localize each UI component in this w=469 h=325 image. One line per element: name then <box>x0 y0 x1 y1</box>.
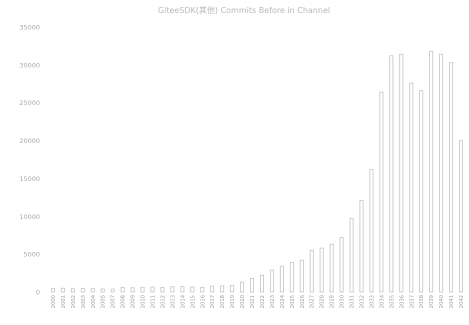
x-tick-label: 2026 <box>300 295 306 308</box>
x-tick-label: 2036 <box>399 295 405 308</box>
x-tick-label: 2028 <box>320 295 326 308</box>
x-tick-label: 2000 <box>51 295 57 308</box>
y-tick-label: 35000 <box>19 24 40 32</box>
bar-2041 <box>449 62 454 293</box>
y-tick-label: 15000 <box>19 175 40 183</box>
bar-2033 <box>369 168 374 293</box>
x-tick-label: 2025 <box>290 295 296 308</box>
bars <box>50 50 464 293</box>
x-tick-label: 2031 <box>350 295 356 308</box>
bar-2011 <box>150 286 155 293</box>
bar-2039 <box>429 50 434 293</box>
x-tick-label: 2001 <box>61 295 67 308</box>
bar-2019 <box>230 285 235 293</box>
x-tick-label: 2024 <box>280 294 286 308</box>
x-tick-label: 2010 <box>141 295 147 308</box>
x-tick-label: 2039 <box>429 295 435 308</box>
bar-2026 <box>299 259 304 293</box>
x-tick-label: 2022 <box>260 295 266 308</box>
bar-2040 <box>439 53 444 293</box>
bar-2007 <box>110 288 115 293</box>
y-axis: 0 5000 10000 15000 20000 25000 30000 35000 <box>19 24 40 297</box>
y-tick-label: 10000 <box>19 213 40 221</box>
bar-2009 <box>130 287 135 293</box>
x-tick-label: 2011 <box>151 295 157 308</box>
bar-2034 <box>379 91 384 293</box>
bar-2016 <box>200 286 205 293</box>
x-tick-label: 2013 <box>170 295 176 308</box>
bar-2023 <box>269 269 274 293</box>
bar-2010 <box>140 286 145 293</box>
x-tick-label: 2034 <box>379 294 385 308</box>
bar-2021 <box>250 277 255 293</box>
bar-2003 <box>80 288 85 293</box>
x-axis: 2000 2001 2002 2003 2004 2005 2007 2008 2009 2010… <box>51 294 465 308</box>
bar-2014 <box>180 286 185 293</box>
x-tick-label: 2040 <box>439 295 445 308</box>
bar-2027 <box>309 249 314 293</box>
bar-2035 <box>389 55 394 293</box>
bar-2024 <box>279 265 284 293</box>
bar-2017 <box>210 285 215 293</box>
y-tick-label: 30000 <box>19 61 40 69</box>
bar-2002 <box>70 288 75 293</box>
bar-2038 <box>419 90 424 293</box>
bar-2032 <box>359 199 364 293</box>
x-tick-label: 2004 <box>91 294 97 308</box>
bar-2018 <box>220 285 225 293</box>
bar-2005 <box>100 288 105 293</box>
x-tick-label: 2038 <box>419 295 425 308</box>
x-tick-label: 2020 <box>240 295 246 308</box>
y-tick-label: 25000 <box>19 99 40 107</box>
x-tick-label: 2009 <box>131 295 137 308</box>
x-tick-label: 2018 <box>220 295 226 308</box>
x-tick-label: 2021 <box>250 295 256 308</box>
bar-2036 <box>399 53 404 293</box>
x-tick-label: 2032 <box>360 295 366 308</box>
bar-2004 <box>90 288 95 293</box>
bar-2000 <box>50 288 55 293</box>
bar-2001 <box>60 287 65 293</box>
x-tick-label: 2016 <box>200 295 206 308</box>
bar-2022 <box>259 274 264 293</box>
x-tick-label: 2035 <box>389 295 395 308</box>
bar-2042 <box>459 140 464 293</box>
bar-2008 <box>120 287 125 293</box>
x-tick-label: 2019 <box>230 295 236 308</box>
bar-2015 <box>190 286 195 293</box>
chart-title: GiteeSDK(其他) Commits Before in Channel <box>158 5 330 15</box>
bar-2020 <box>240 281 245 293</box>
y-tick-label: 5000 <box>23 251 40 259</box>
x-tick-label: 2007 <box>111 295 117 308</box>
bar-2028 <box>319 247 324 293</box>
x-tick-label: 2037 <box>409 295 415 308</box>
x-tick-label: 2027 <box>310 295 316 308</box>
x-tick-label: 2005 <box>101 295 107 308</box>
x-tick-label: 2042 <box>459 295 465 308</box>
x-tick-label: 2023 <box>270 295 276 308</box>
x-tick-label: 2041 <box>449 295 455 308</box>
x-tick-label: 2017 <box>210 295 216 308</box>
x-tick-label: 2003 <box>81 295 87 308</box>
x-tick-label: 2002 <box>71 295 77 308</box>
bar-2025 <box>289 262 294 293</box>
y-tick-label: 20000 <box>19 137 40 145</box>
bar-2037 <box>409 82 414 293</box>
x-tick-label: 2029 <box>330 295 336 308</box>
bar-2029 <box>329 243 334 293</box>
y-tick-label: 0 <box>36 289 40 297</box>
x-tick-label: 2012 <box>160 295 166 308</box>
x-tick-label: 2033 <box>369 295 375 308</box>
bar-2012 <box>160 287 165 293</box>
bar-2013 <box>170 286 175 293</box>
bar-2030 <box>339 237 344 293</box>
x-tick-label: 2014 <box>180 294 186 308</box>
x-tick-label: 2030 <box>340 295 346 308</box>
bar-2031 <box>349 218 354 293</box>
x-tick-label: 2008 <box>121 295 127 308</box>
x-tick-label: 2015 <box>190 295 196 308</box>
